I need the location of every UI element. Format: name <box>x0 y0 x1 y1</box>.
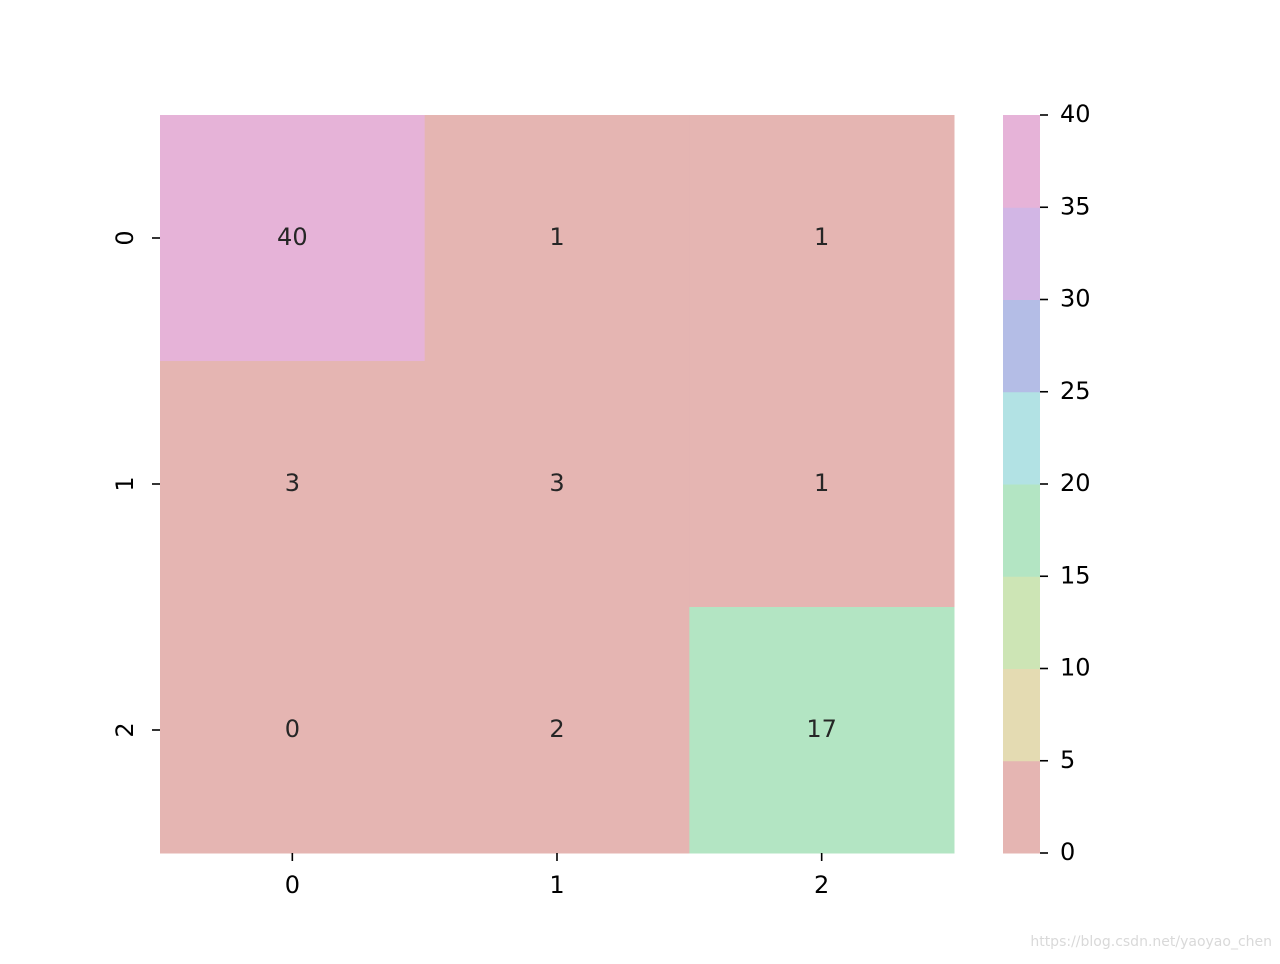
colorbar-segment <box>1003 668 1040 762</box>
x-tick-label: 0 <box>285 871 300 899</box>
colorbar-segment <box>1003 207 1040 300</box>
colorbar-tick-label: 10 <box>1060 654 1091 682</box>
cell-label: 40 <box>277 223 308 251</box>
colorbar-segment <box>1003 576 1040 669</box>
heatmap-cell <box>160 607 426 854</box>
heatmap-cell <box>424 115 690 362</box>
cell-label: 1 <box>814 223 829 251</box>
colorbar-tick-label: 40 <box>1060 100 1091 128</box>
colorbar-tick-label: 15 <box>1060 561 1091 589</box>
colorbar-tick-label: 20 <box>1060 469 1091 497</box>
cell-label: 17 <box>806 715 837 743</box>
colorbar-tick-label: 35 <box>1060 192 1091 220</box>
x-tick-label: 1 <box>549 871 564 899</box>
y-tick-label: 1 <box>111 476 139 491</box>
colorbar-segment <box>1003 760 1040 854</box>
watermark: https://blog.csdn.net/yaoyao_chen <box>1030 934 1272 950</box>
cell-label: 3 <box>285 469 300 497</box>
cell-label: 1 <box>814 469 829 497</box>
heatmap-cell <box>424 607 690 854</box>
colorbar-segment <box>1003 484 1040 577</box>
cell-label: 0 <box>285 715 300 743</box>
colorbar-tick-label: 5 <box>1060 746 1075 774</box>
y-tick-label: 2 <box>111 722 139 737</box>
colorbar-segment <box>1003 115 1040 208</box>
heatmap-cell <box>689 361 955 608</box>
heatmap-cell <box>689 607 955 854</box>
colorbar-segment <box>1003 391 1040 485</box>
heatmap-cell <box>160 115 426 362</box>
cell-label: 3 <box>549 469 564 497</box>
heatmap-cell <box>160 361 426 608</box>
heatmap-cell <box>424 361 690 608</box>
colorbar-tick-label: 30 <box>1060 285 1091 313</box>
cell-label: 2 <box>549 715 564 743</box>
x-tick-label: 2 <box>814 871 829 899</box>
colorbar-tick-label: 0 <box>1060 838 1075 866</box>
y-tick-label: 0 <box>111 230 139 245</box>
cell-label: 1 <box>549 223 564 251</box>
colorbar-tick-label: 25 <box>1060 377 1091 405</box>
heatmap-cell <box>689 115 955 362</box>
colorbar-segment <box>1003 299 1040 393</box>
